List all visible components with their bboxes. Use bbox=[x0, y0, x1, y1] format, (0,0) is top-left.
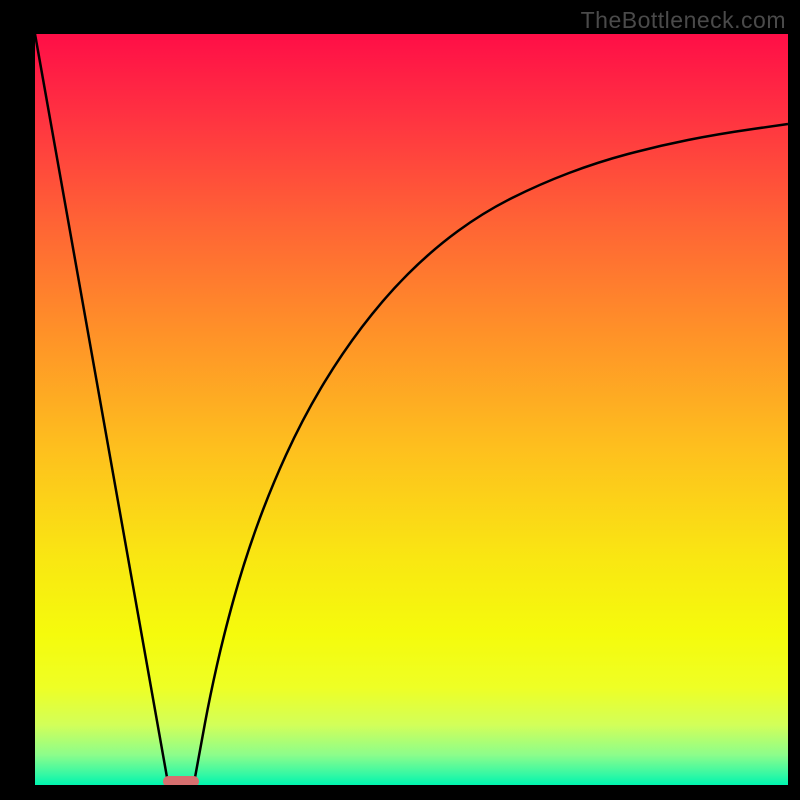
border-right bbox=[788, 0, 800, 800]
plot-svg bbox=[0, 0, 800, 800]
chart-container: TheBottleneck.com bbox=[0, 0, 800, 800]
watermark-text: TheBottleneck.com bbox=[581, 7, 786, 34]
border-bottom bbox=[0, 785, 800, 800]
border-left bbox=[0, 0, 35, 800]
